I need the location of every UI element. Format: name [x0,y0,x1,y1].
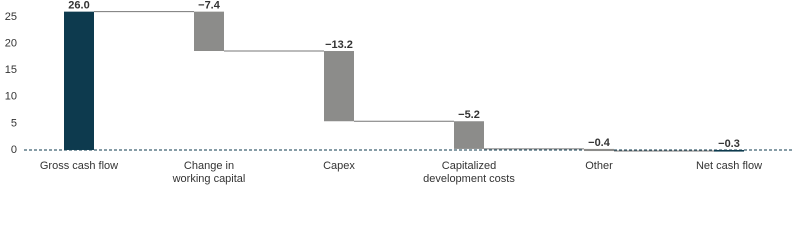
bar [454,121,484,149]
value-label: −7.4 [198,0,221,12]
x-tick-label: Capex [323,160,355,172]
bar [324,51,354,122]
y-tick-label: 15 [5,64,17,76]
value-label: −0.4 [588,137,611,149]
y-tick-label: 20 [5,37,17,49]
x-tick-label: Gross cash flow [39,160,119,172]
chart: 0 5 10 15 20 25 26.0 −7.4 −13.2 −5.2 −0.4 −0.3 Gros… [5,0,794,185]
bar [584,148,614,152]
y-tick-label: 10 [5,91,17,103]
bar [194,11,224,52]
x-tick-label: Capitalized development costs [423,160,515,185]
y-tick-label: 25 [5,11,17,23]
x-tick-label: Net cash flow [695,160,763,172]
bar [714,149,744,152]
x-tick-label: Other [585,160,613,172]
y-tick-label: 5 [11,117,17,129]
value-label: −13.2 [325,39,353,51]
x-tick-label: Change in working capital [172,160,246,185]
value-label: 26.0 [68,0,89,12]
chart-svg: 0 5 10 15 20 25 26.0 −7.4 −13.2 −5.2 −0.4 −0.3 [5,0,794,156]
y-tick-label: 0 [11,144,17,156]
value-label: −0.3 [718,138,740,150]
value-label: −5.2 [458,109,480,121]
bar [64,11,94,150]
